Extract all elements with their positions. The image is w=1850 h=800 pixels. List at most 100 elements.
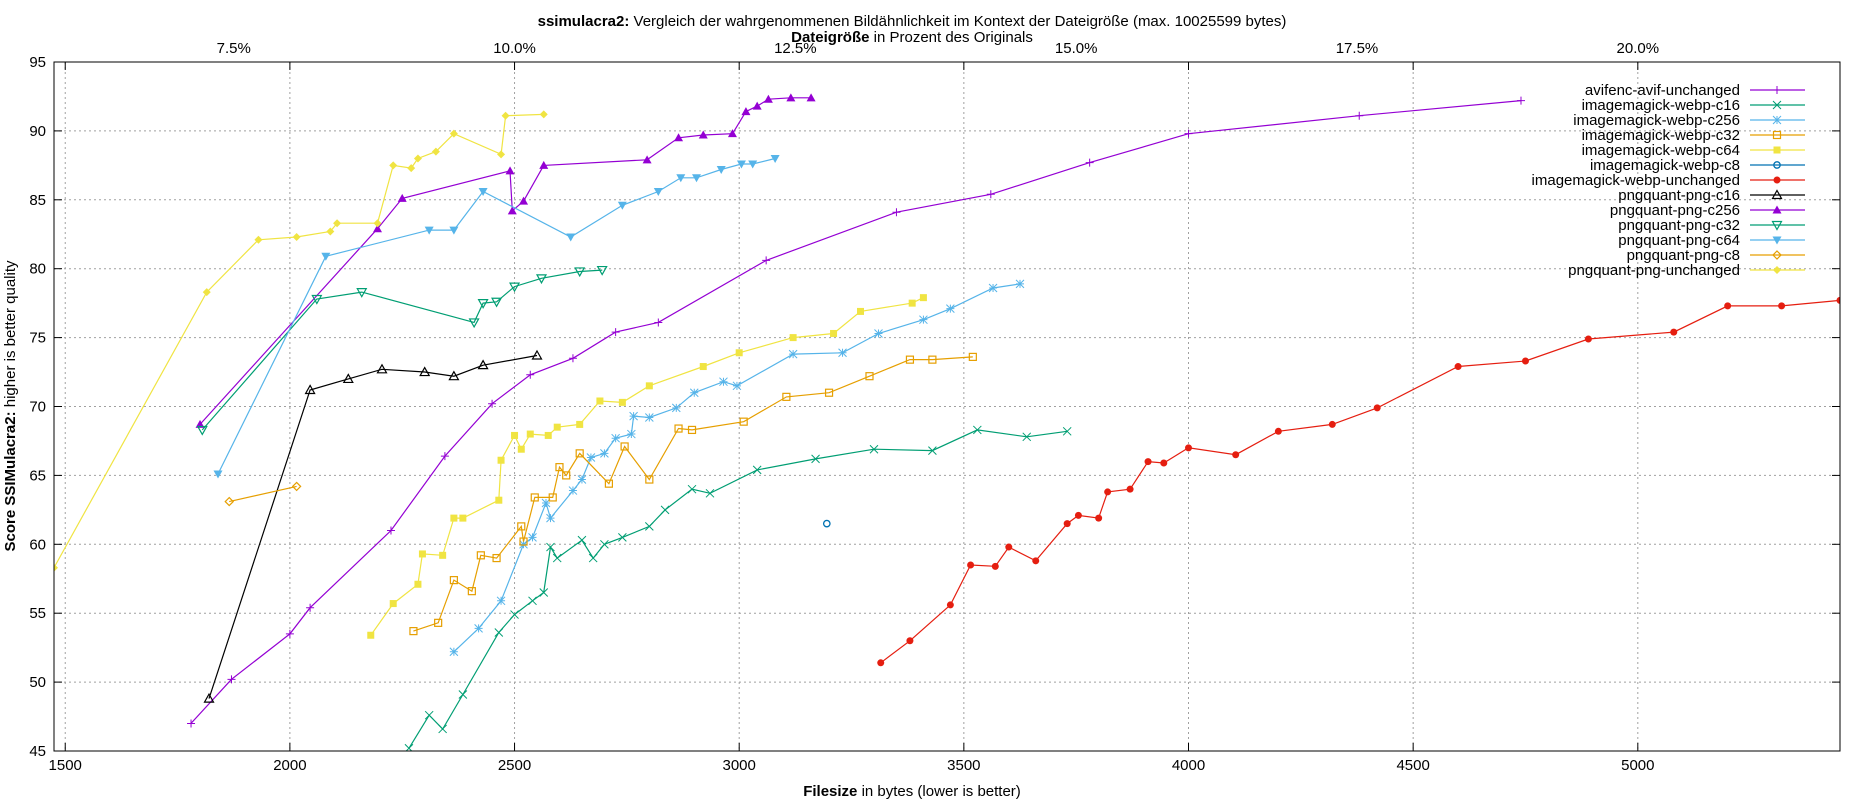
data-point	[1085, 158, 1094, 167]
data-point	[645, 475, 654, 484]
data-point	[574, 267, 586, 278]
data-point	[824, 388, 834, 397]
data-point	[424, 226, 434, 235]
x-tick-label: 3000	[723, 757, 756, 774]
data-point	[644, 413, 654, 422]
data-point	[874, 329, 883, 338]
series-line	[201, 269, 603, 431]
data-point	[575, 449, 584, 458]
data-point	[806, 93, 816, 102]
data-point	[510, 610, 519, 619]
data-point	[645, 382, 653, 390]
data-point	[596, 397, 604, 405]
series-pngquant-png-c32	[196, 265, 608, 436]
legend-marker	[1773, 266, 1781, 274]
data-point	[877, 659, 885, 667]
data-point	[1185, 444, 1193, 452]
data-point	[617, 201, 627, 210]
plot-frame	[53, 61, 1841, 752]
data-point	[449, 129, 458, 138]
data-point	[1454, 363, 1462, 371]
data-point	[1063, 520, 1071, 528]
data-point	[497, 150, 506, 159]
legend: avifenc-avif-unchangedimagemagick-webp-c…	[1532, 82, 1805, 279]
data-point	[1022, 432, 1032, 442]
axis-ticks: 1500 2000 2500 3000 3500 4000 4500 5000 45 50 55 60…	[29, 40, 1840, 774]
data-point	[227, 675, 236, 684]
data-point	[544, 431, 552, 439]
y-tick-label: 85	[29, 192, 46, 209]
data-point	[908, 299, 916, 307]
x2-tick-label: 7.5%	[217, 40, 251, 57]
data-point	[1355, 111, 1364, 120]
data-point	[719, 377, 728, 387]
data-point	[548, 493, 557, 502]
data-point	[213, 470, 223, 479]
data-point	[526, 370, 535, 379]
data-point	[496, 596, 506, 606]
data-point	[928, 446, 937, 455]
data-point	[739, 417, 748, 426]
data-point	[413, 154, 422, 163]
data-point	[967, 561, 975, 569]
series-line	[217, 157, 776, 475]
data-point	[321, 252, 331, 261]
legend-label: pngquant-png-c8	[1627, 247, 1740, 264]
series-line	[229, 485, 297, 503]
data-point	[763, 94, 773, 103]
legend-item: imagemagick-webp-c64	[1582, 142, 1805, 159]
legend-marker	[1773, 146, 1781, 154]
series-imagemagick-webp-c8	[822, 519, 831, 528]
data-point	[431, 147, 440, 156]
data-point	[519, 537, 528, 546]
legend-marker	[1773, 161, 1781, 169]
data-point	[705, 488, 715, 498]
data-point	[644, 522, 654, 531]
data-point	[386, 526, 395, 535]
data-point	[528, 596, 537, 606]
legend-label: pngquant-png-unchanged	[1568, 262, 1740, 279]
data-point	[1144, 458, 1152, 466]
y-axis-label-bold: Score SSIMulacra2:	[2, 411, 19, 551]
data-point	[588, 553, 598, 563]
data-point	[857, 307, 865, 315]
data-point	[946, 601, 954, 609]
data-point	[501, 111, 510, 120]
legend-marker	[1772, 130, 1782, 140]
data-point	[566, 233, 576, 242]
data-point	[906, 637, 914, 645]
legend-item: pngquant-png-c256	[1610, 202, 1805, 219]
series-imagemagick-webp-unchanged	[877, 296, 1840, 667]
data-point	[224, 496, 235, 507]
data-point	[786, 93, 796, 102]
data-point	[822, 519, 831, 528]
data-point	[865, 372, 874, 381]
data-point	[968, 352, 977, 361]
legend-marker	[1772, 115, 1782, 125]
data-point	[196, 425, 208, 436]
data-point	[285, 629, 294, 638]
data-point	[478, 188, 488, 197]
series-pngquant-png-unchanged	[54, 110, 548, 572]
legend-marker	[1773, 86, 1781, 94]
y-tick-label: 90	[29, 123, 46, 140]
data-point	[1184, 129, 1193, 138]
data-point	[474, 624, 483, 633]
data-point	[789, 334, 797, 342]
data-point	[1584, 335, 1592, 343]
data-point	[389, 600, 397, 608]
series-line	[208, 354, 538, 699]
series-avifenc-avif-unchanged	[187, 96, 1525, 728]
legend-item: pngquant-png-c8	[1627, 247, 1805, 264]
x-tick-label: 2000	[273, 757, 306, 774]
data-point	[497, 456, 505, 464]
data-point	[811, 454, 820, 464]
data-point	[528, 533, 537, 542]
data-point	[919, 294, 927, 302]
series-imagemagick-webp-c32	[409, 352, 977, 636]
series-line	[370, 297, 924, 636]
data-point	[660, 505, 670, 515]
data-point	[458, 690, 468, 699]
data-point	[642, 155, 652, 164]
legend-label: imagemagick-webp-c8	[1590, 157, 1740, 174]
